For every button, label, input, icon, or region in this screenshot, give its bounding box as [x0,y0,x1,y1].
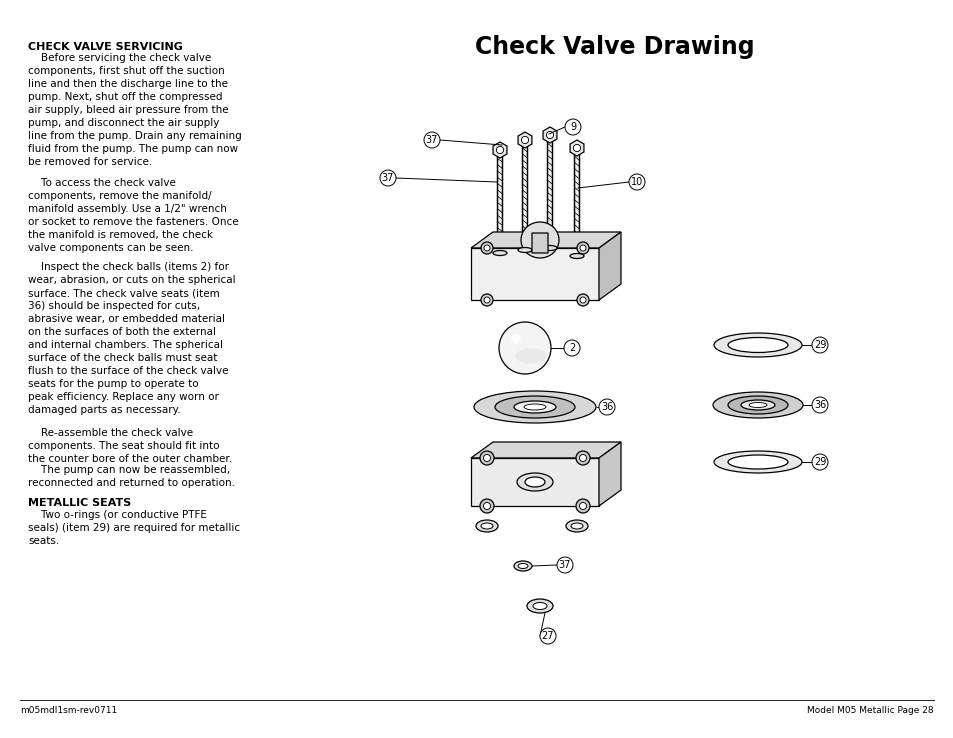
Circle shape [579,245,585,251]
Ellipse shape [542,246,557,250]
Ellipse shape [571,523,582,529]
Ellipse shape [526,599,553,613]
Circle shape [483,503,490,509]
Circle shape [811,454,827,470]
FancyBboxPatch shape [532,233,547,253]
Ellipse shape [495,396,575,418]
Circle shape [483,455,490,461]
Ellipse shape [727,396,787,414]
Polygon shape [598,232,620,300]
Circle shape [578,503,586,509]
Ellipse shape [740,400,774,410]
Text: 27: 27 [541,631,554,641]
Circle shape [577,294,588,306]
Text: CHECK VALVE SERVICING: CHECK VALVE SERVICING [28,42,183,52]
Circle shape [539,628,556,644]
Ellipse shape [524,477,544,487]
Ellipse shape [727,337,787,353]
Polygon shape [471,442,620,458]
Polygon shape [546,131,553,139]
Polygon shape [570,140,583,156]
Circle shape [563,340,579,356]
Circle shape [498,322,551,374]
Polygon shape [517,132,532,148]
Ellipse shape [727,455,787,469]
Ellipse shape [533,602,546,610]
Polygon shape [598,442,620,506]
Circle shape [557,557,573,573]
Polygon shape [471,248,598,300]
Text: Re-assemble the check valve
components. The seat should fit into
the counter bor: Re-assemble the check valve components. … [28,428,232,464]
Circle shape [628,174,644,190]
Ellipse shape [713,451,801,473]
Circle shape [578,455,586,461]
Text: 37: 37 [381,173,394,183]
Ellipse shape [517,473,553,491]
Ellipse shape [493,250,506,255]
Polygon shape [521,137,528,144]
Circle shape [480,242,493,254]
Polygon shape [542,127,557,143]
Ellipse shape [514,561,532,571]
Polygon shape [496,146,503,154]
Ellipse shape [565,520,587,532]
Text: 10: 10 [630,177,642,187]
Text: METALLIC SEATS: METALLIC SEATS [28,498,132,508]
Text: To access the check valve
components, remove the manifold/
manifold assembly. Us: To access the check valve components, re… [28,178,238,253]
Ellipse shape [517,564,527,568]
Text: 29: 29 [813,457,825,467]
Circle shape [811,337,827,353]
Text: 36: 36 [813,400,825,410]
Ellipse shape [712,392,802,418]
Text: The pump can now be reassembled,
reconnected and returned to operation.: The pump can now be reassembled, reconne… [28,465,234,488]
Text: Model M05 Metallic Page 28: Model M05 Metallic Page 28 [806,706,933,715]
Ellipse shape [515,348,546,364]
Ellipse shape [523,404,545,410]
Polygon shape [471,232,620,248]
Text: 36: 36 [600,402,613,412]
Ellipse shape [569,253,583,258]
Circle shape [379,170,395,186]
Ellipse shape [520,222,558,258]
Circle shape [423,132,439,148]
Circle shape [564,119,580,135]
Text: 9: 9 [569,122,576,132]
Text: 37: 37 [558,560,571,570]
Polygon shape [573,145,580,151]
Circle shape [511,334,520,344]
Text: Before servicing the check valve
components, first shut off the suction
line and: Before servicing the check valve compone… [28,53,241,168]
Polygon shape [471,458,598,506]
Text: Check Valve Drawing: Check Valve Drawing [475,35,754,59]
Circle shape [479,499,494,513]
Circle shape [576,451,589,465]
Circle shape [479,451,494,465]
Circle shape [811,397,827,413]
Ellipse shape [713,333,801,357]
Ellipse shape [514,401,556,413]
Circle shape [483,297,490,303]
Circle shape [598,399,615,415]
Polygon shape [493,142,506,158]
Circle shape [483,245,490,251]
Circle shape [480,294,493,306]
Text: Inspect the check balls (items 2) for
wear, abrasion, or cuts on the spherical
s: Inspect the check balls (items 2) for we… [28,262,235,415]
Circle shape [579,297,585,303]
Text: m05mdl1sm-rev0711: m05mdl1sm-rev0711 [20,706,117,715]
Circle shape [577,242,588,254]
Text: 29: 29 [813,340,825,350]
Ellipse shape [480,523,493,529]
Ellipse shape [748,402,766,407]
Ellipse shape [517,247,532,252]
Text: Two o-rings (or conductive PTFE
seals) (item 29) are required for metallic
seats: Two o-rings (or conductive PTFE seals) (… [28,510,240,546]
Circle shape [576,499,589,513]
Ellipse shape [474,391,596,423]
Ellipse shape [476,520,497,532]
Text: 37: 37 [425,135,437,145]
Text: 2: 2 [568,343,575,353]
